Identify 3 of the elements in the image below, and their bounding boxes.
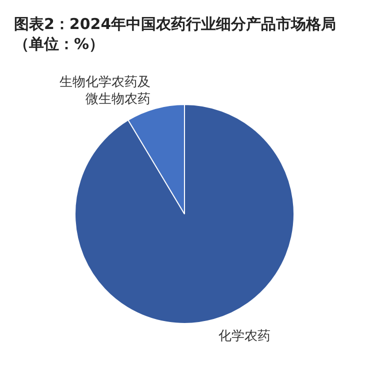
slice-label: 化学农药 <box>218 329 271 344</box>
chart-title: 图表2：2024年中国农药行业细分产品市场格局（单位：%） <box>14 14 338 54</box>
slice-label: 生物化学农药及微生物农药 <box>59 75 150 107</box>
